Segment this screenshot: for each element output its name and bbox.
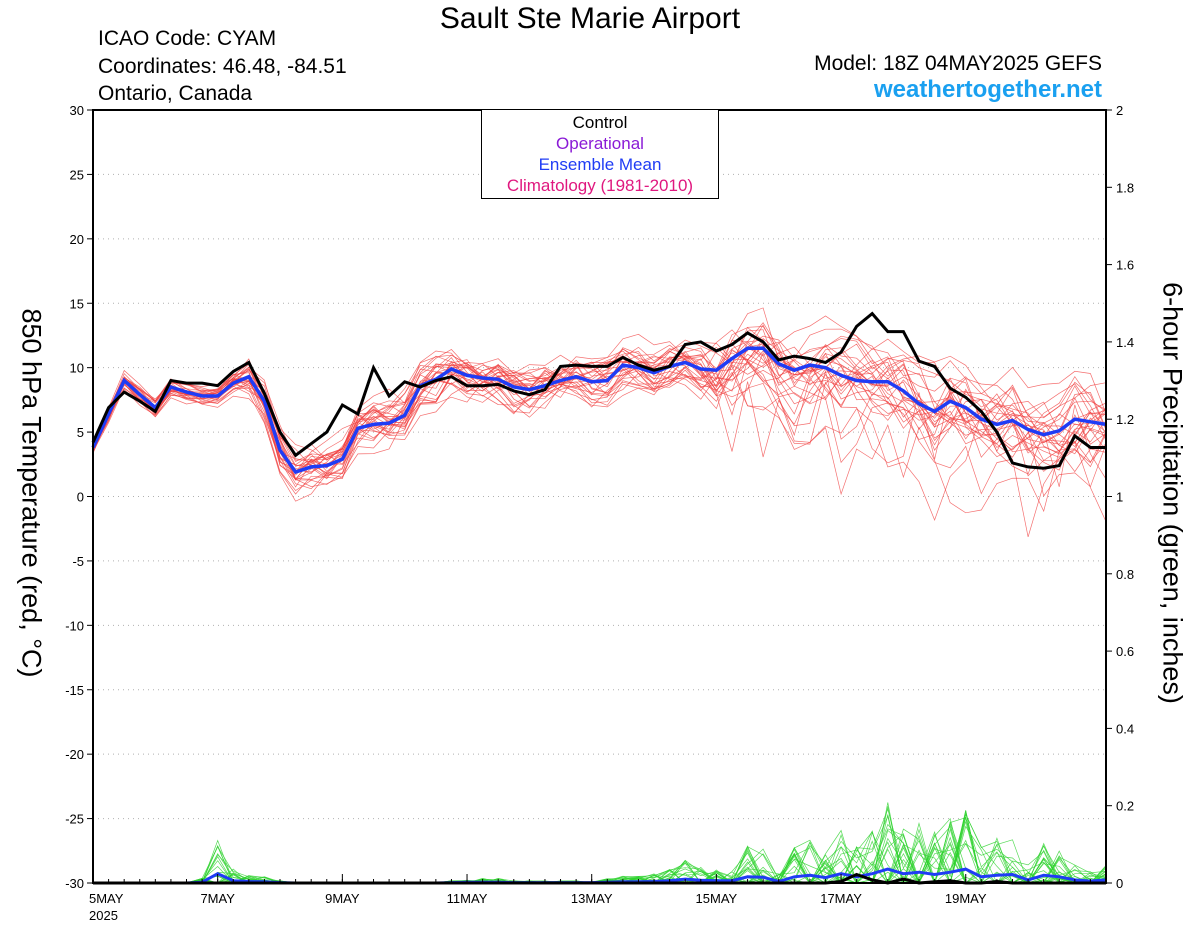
website-link[interactable]: weathertogether.net	[873, 76, 1102, 103]
precip-member-line	[93, 816, 1106, 885]
x-tick-label: 9MAY	[325, 891, 360, 906]
y2-tick-label: 1.4	[1116, 335, 1134, 350]
y-tick-label: 30	[70, 103, 84, 118]
y2-tick-label: 0.8	[1116, 567, 1134, 582]
temperature-member-line	[92, 337, 1107, 481]
legend-climatology: Climatology (1981-2010)	[506, 176, 694, 195]
y2-tick-label: 0.2	[1116, 799, 1134, 814]
ensemble-mean-temperature-line	[91, 346, 1107, 475]
icao-code: ICAO Code: CYAM	[98, 27, 277, 50]
grid-lines	[93, 173, 1106, 820]
temperature-member-line	[92, 347, 1107, 490]
legend-operational: Operational	[556, 134, 644, 153]
temperature-member-line	[92, 350, 1107, 488]
precip-member-line	[93, 817, 1107, 884]
y-tick-label: 0	[77, 490, 84, 505]
y-tick-label: 15	[70, 296, 84, 311]
y-tick-label: -20	[65, 747, 84, 762]
temperature-member-line	[92, 352, 1107, 480]
y2-tick-label: 0.6	[1116, 644, 1134, 659]
x-tick-label: 15MAY	[696, 891, 738, 906]
y-tick-label: 20	[70, 232, 84, 247]
control-temperature-line	[91, 311, 1106, 470]
plot-frame	[92, 109, 1107, 884]
y2-tick-label: 0	[1116, 876, 1123, 891]
legend-control: Control	[572, 113, 628, 132]
model-run: Model: 18Z 04MAY2025 GEFS	[814, 52, 1102, 75]
x-tick-label: 17MAY	[820, 891, 862, 906]
y-tick-label: -15	[65, 683, 84, 698]
temperature-member-line	[92, 352, 1107, 465]
y-tick-label: -30	[65, 876, 84, 891]
y2-tick-label: 1.8	[1116, 180, 1134, 195]
y2-tick-label: 1.2	[1116, 412, 1134, 427]
x-tick-label: 19MAY	[945, 891, 987, 906]
y2-tick-label: 1	[1116, 490, 1123, 505]
temperature-ensemble-members	[92, 307, 1107, 537]
legend: Control Operational Ensemble Mean Climat…	[481, 109, 719, 199]
y-tick-label: 5	[77, 425, 84, 440]
y-tick-label: -25	[65, 812, 84, 827]
y2-tick-label: 1.6	[1116, 258, 1134, 273]
y-tick-label: -5	[72, 554, 84, 569]
y2-tick-label: 2	[1116, 103, 1123, 118]
region: Ontario, Canada	[98, 82, 253, 105]
x-tick-label: 7MAY	[200, 891, 235, 906]
x-tick-label: 5MAY	[89, 891, 124, 906]
precip-member-line	[93, 817, 1106, 884]
y-tick-label: 25	[70, 167, 84, 182]
y-tick-label: 10	[70, 361, 84, 376]
legend-ensemble-mean: Ensemble Mean	[538, 155, 662, 174]
axes: 302520151050-5-10-15-20-25-3021.81.61.41…	[65, 103, 1134, 923]
x-tick-label: 13MAY	[571, 891, 613, 906]
y-tick-label: -10	[65, 618, 84, 633]
x-tick-label: 11MAY	[447, 891, 488, 906]
chart-title: Sault Ste Marie Airport	[439, 2, 741, 35]
y2-tick-label: 0.4	[1116, 721, 1134, 736]
x-tick-year: 2025	[89, 908, 118, 923]
temperature-member-line	[92, 350, 1107, 474]
coordinates: Coordinates: 46.48, -84.51	[98, 55, 347, 78]
